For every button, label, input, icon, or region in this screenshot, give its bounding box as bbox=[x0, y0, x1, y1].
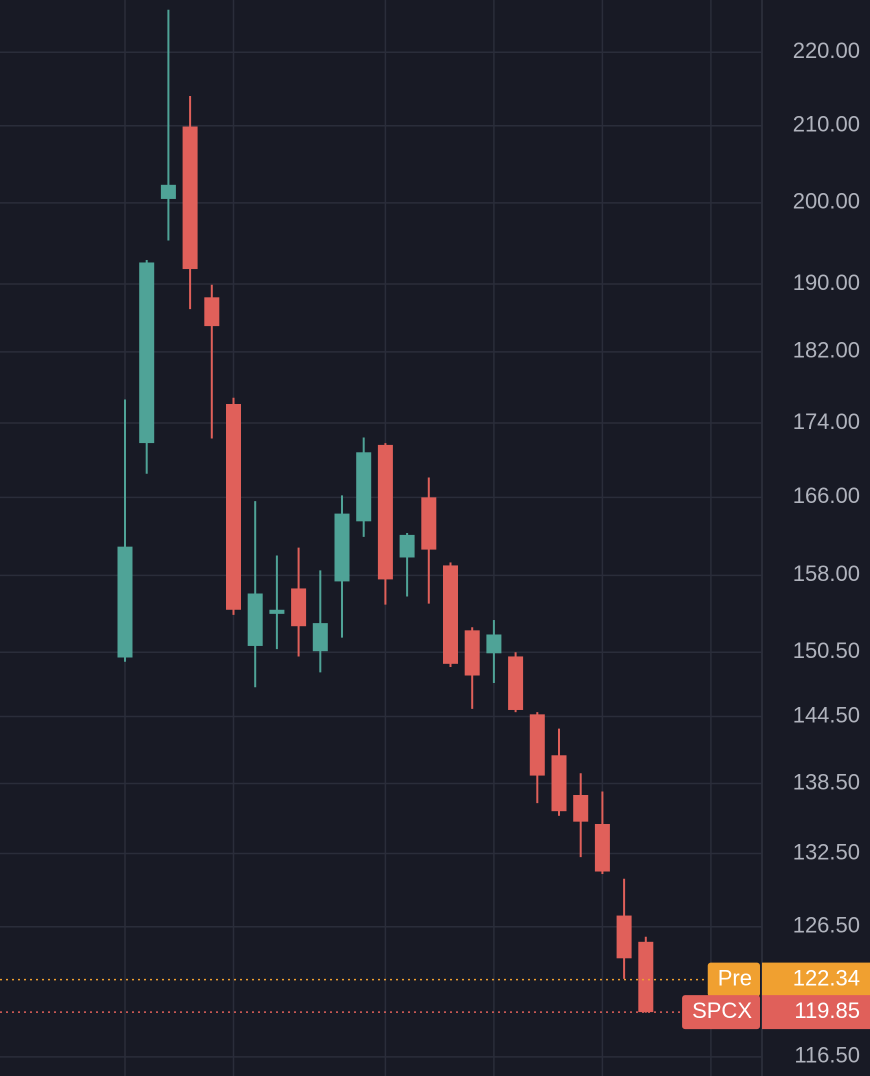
candle bbox=[443, 562, 458, 668]
candle bbox=[508, 652, 524, 713]
candle-body bbox=[421, 497, 437, 550]
candle bbox=[356, 437, 372, 537]
candle bbox=[551, 728, 567, 816]
candle-body bbox=[464, 630, 480, 676]
candle bbox=[421, 477, 437, 604]
candle bbox=[616, 878, 632, 979]
candle bbox=[399, 532, 415, 597]
y-tick-label: 190.00 bbox=[793, 270, 860, 295]
price-label-box bbox=[682, 995, 760, 1030]
candle-body bbox=[529, 714, 545, 776]
candle bbox=[139, 260, 155, 474]
candle-body bbox=[377, 444, 393, 580]
candle-body bbox=[356, 452, 372, 522]
candle-body bbox=[638, 941, 654, 1013]
price-label-box bbox=[707, 962, 760, 997]
price-value-box bbox=[762, 995, 870, 1030]
candle bbox=[464, 627, 480, 709]
candle bbox=[117, 399, 133, 662]
candle bbox=[247, 501, 263, 688]
candle bbox=[594, 791, 610, 874]
candle bbox=[638, 936, 654, 1013]
price-value: 122.34 bbox=[793, 965, 860, 990]
y-tick-label: 220.00 bbox=[793, 38, 860, 63]
candle bbox=[160, 9, 176, 241]
candle bbox=[529, 712, 545, 804]
candle-body bbox=[443, 565, 458, 664]
candle bbox=[334, 495, 350, 638]
candle-body bbox=[160, 184, 176, 199]
candle-body bbox=[117, 546, 133, 658]
y-tick-label: 132.50 bbox=[793, 839, 860, 864]
candle-body bbox=[486, 634, 502, 654]
y-tick-label: 210.00 bbox=[793, 112, 860, 137]
candle-body bbox=[269, 609, 285, 614]
candle-body bbox=[508, 656, 524, 710]
y-tick-label: 116.50 bbox=[794, 1043, 860, 1068]
candle-body bbox=[182, 126, 198, 270]
y-tick-label: 138.50 bbox=[793, 769, 860, 794]
candle bbox=[291, 547, 307, 657]
candle-body bbox=[334, 513, 350, 582]
candle bbox=[182, 95, 198, 310]
candle-body bbox=[312, 623, 328, 652]
price-value-box bbox=[762, 962, 870, 997]
candle bbox=[269, 555, 285, 650]
candle-body bbox=[247, 593, 263, 646]
candle bbox=[377, 443, 393, 605]
candle bbox=[226, 397, 241, 615]
candle-body bbox=[204, 297, 220, 327]
y-tick-label: 166.00 bbox=[793, 483, 860, 508]
candle-body bbox=[139, 262, 155, 444]
candle-body bbox=[226, 404, 241, 610]
candle-body bbox=[594, 823, 610, 872]
candle-body bbox=[616, 915, 632, 959]
candle-body bbox=[573, 794, 589, 822]
y-tick-label: 158.00 bbox=[793, 561, 860, 586]
candle bbox=[312, 570, 328, 673]
y-tick-label: 182.00 bbox=[793, 338, 860, 363]
candle-body bbox=[291, 588, 307, 627]
y-tick-label: 200.00 bbox=[793, 189, 860, 214]
y-tick-label: 150.50 bbox=[793, 638, 860, 663]
candle-body bbox=[551, 755, 567, 812]
price-value: 119.85 bbox=[794, 998, 860, 1023]
candle bbox=[204, 284, 220, 439]
candle bbox=[486, 620, 502, 683]
y-tick-label: 144.50 bbox=[793, 702, 860, 727]
price-line-label: Pre bbox=[718, 965, 752, 990]
price-line-label: SPCX bbox=[692, 998, 752, 1023]
candle-body bbox=[399, 534, 415, 558]
candle bbox=[573, 773, 589, 858]
y-tick-label: 174.00 bbox=[793, 409, 860, 434]
y-tick-label: 126.50 bbox=[793, 913, 860, 938]
